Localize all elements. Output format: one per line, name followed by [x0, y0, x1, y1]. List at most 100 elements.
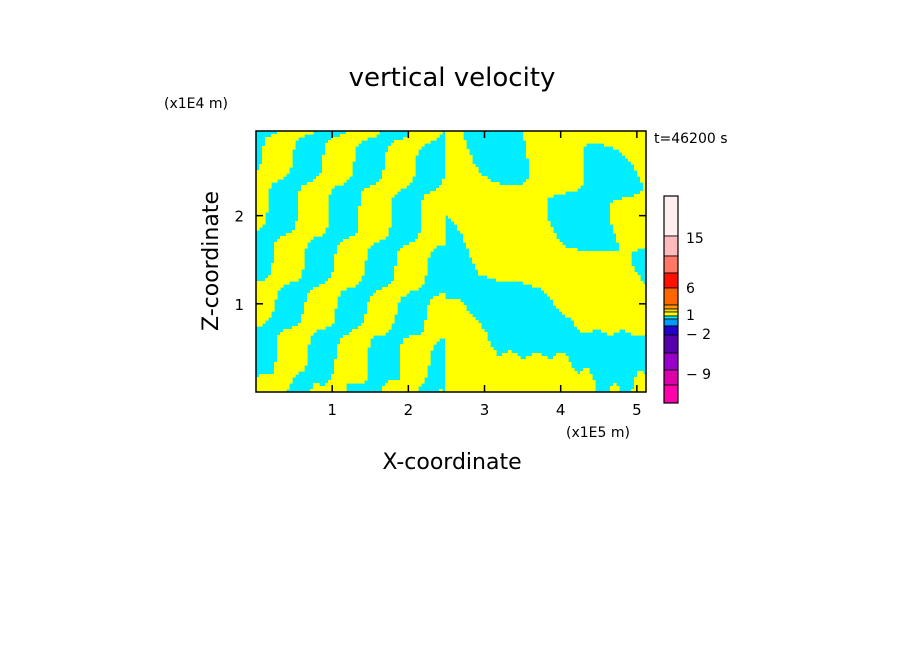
- field-cell-positive: [631, 332, 646, 336]
- field-cell-positive: [445, 131, 464, 135]
- field-cell-positive: [256, 317, 269, 321]
- y-axis-ticks: 12: [234, 208, 646, 314]
- field-cell-positive: [469, 251, 632, 255]
- field-cell-positive: [424, 320, 479, 324]
- field-cell-positive: [313, 383, 320, 387]
- field-cell-positive: [277, 344, 308, 348]
- field-cell-positive: [307, 296, 338, 300]
- field-cell-positive: [616, 236, 646, 240]
- field-cell-positive: [466, 245, 566, 249]
- plot-area: [256, 131, 646, 392]
- field-cell-positive: [454, 221, 551, 225]
- field-cell-positive: [301, 185, 335, 189]
- field-cell-positive: [445, 146, 467, 150]
- field-cell-positive: [397, 257, 428, 261]
- field-cell-positive: [415, 239, 446, 243]
- field-cell-positive: [526, 146, 584, 150]
- field-cell-positive: [526, 179, 584, 183]
- field-cell-positive: [523, 131, 646, 135]
- field-cell-positive: [364, 320, 395, 324]
- field-cell-positive: [256, 308, 275, 312]
- field-cell-positive: [640, 179, 646, 183]
- field-cell-positive: [445, 365, 572, 369]
- field-cell-positive: [361, 191, 398, 195]
- field-cell-positive: [445, 341, 491, 345]
- field-cell-positive: [358, 230, 389, 234]
- field-cell-positive: [256, 170, 290, 174]
- field-cell-positive: [265, 140, 296, 144]
- field-cell-positive: [358, 221, 392, 225]
- field-cell-positive: [427, 314, 473, 318]
- field-cell-positive: [337, 245, 371, 249]
- field-cell-positive: [340, 341, 371, 345]
- field-cell-positive: [445, 383, 596, 387]
- field-cell-positive: [610, 209, 646, 213]
- field-cell-positive: [361, 203, 392, 207]
- field-cell-positive: [337, 344, 371, 348]
- field-cell-positive: [421, 221, 446, 225]
- field-cell-positive: [256, 314, 272, 318]
- y-unit-label: (x1E4 m): [164, 96, 228, 112]
- field-cell-positive: [445, 338, 488, 342]
- field-cell-positive: [337, 353, 368, 357]
- field-cell-positive: [382, 287, 419, 291]
- field-cell-positive: [391, 281, 425, 285]
- field-cell-positive: [367, 311, 398, 315]
- field-cell-positive: [508, 350, 512, 354]
- field-cell-positive: [331, 374, 368, 378]
- field-cell-positive: [409, 134, 440, 138]
- field-cell-positive: [292, 326, 326, 330]
- field-cell-positive: [613, 227, 646, 231]
- field-cell-positive: [400, 359, 431, 363]
- field-cell-positive: [271, 266, 305, 270]
- field-cell-positive: [277, 353, 308, 357]
- field-cell-positive: [421, 218, 446, 222]
- field-cell-positive: [280, 236, 314, 240]
- field-cell-positive: [436, 188, 578, 192]
- field-cell-positive: [298, 218, 329, 222]
- field-cell-positive: [277, 335, 311, 339]
- field-cell-positive: [307, 182, 344, 186]
- field-cell-positive: [256, 380, 293, 384]
- field-cell-positive: [256, 218, 266, 222]
- field-cell-positive: [529, 167, 584, 171]
- field-cell-positive: [304, 305, 338, 309]
- field-cell-positive: [409, 335, 488, 339]
- field-cell-positive: [394, 275, 425, 279]
- field-cell-positive: [445, 167, 479, 171]
- field-cell-positive: [298, 209, 329, 213]
- field-cell-positive: [421, 200, 548, 204]
- field-cell-positive: [298, 194, 329, 198]
- field-cell-positive: [274, 365, 305, 369]
- field-cell-positive: [421, 212, 548, 216]
- field-cell-positive: [304, 308, 335, 312]
- field-cell-positive: [634, 167, 646, 171]
- field-cell-positive: [556, 353, 566, 357]
- field-cell-positive: [469, 248, 578, 252]
- field-cell-positive: [640, 191, 646, 195]
- field-cell-positive: [256, 320, 266, 324]
- field-cell-positive: [256, 383, 290, 387]
- colorbar-frame: [663, 195, 679, 404]
- field-cell-positive: [553, 299, 646, 303]
- field-cell-positive: [478, 272, 638, 276]
- field-cell-positive: [391, 143, 425, 147]
- x-axis-label: X-coordinate: [382, 450, 521, 475]
- field-cell-positive: [319, 173, 353, 177]
- field-cell-positive: [526, 149, 584, 153]
- field-cell-positive: [445, 386, 596, 390]
- field-cell-positive: [256, 299, 275, 303]
- field-cell-positive: [475, 266, 635, 270]
- field-cell-positive: [349, 236, 386, 240]
- field-cell-positive: [634, 377, 646, 381]
- field-cell-positive: [622, 152, 646, 156]
- field-cell-positive: [445, 170, 479, 174]
- field-cell-positive: [445, 134, 464, 138]
- field-cell-positive: [553, 302, 646, 306]
- field-cell-positive: [301, 188, 332, 192]
- field-cell-positive: [397, 260, 428, 264]
- field-cell-positive: [301, 320, 335, 324]
- field-cell-positive: [472, 257, 632, 261]
- field-cell-positive: [274, 371, 299, 375]
- field-cell-positive: [469, 254, 632, 258]
